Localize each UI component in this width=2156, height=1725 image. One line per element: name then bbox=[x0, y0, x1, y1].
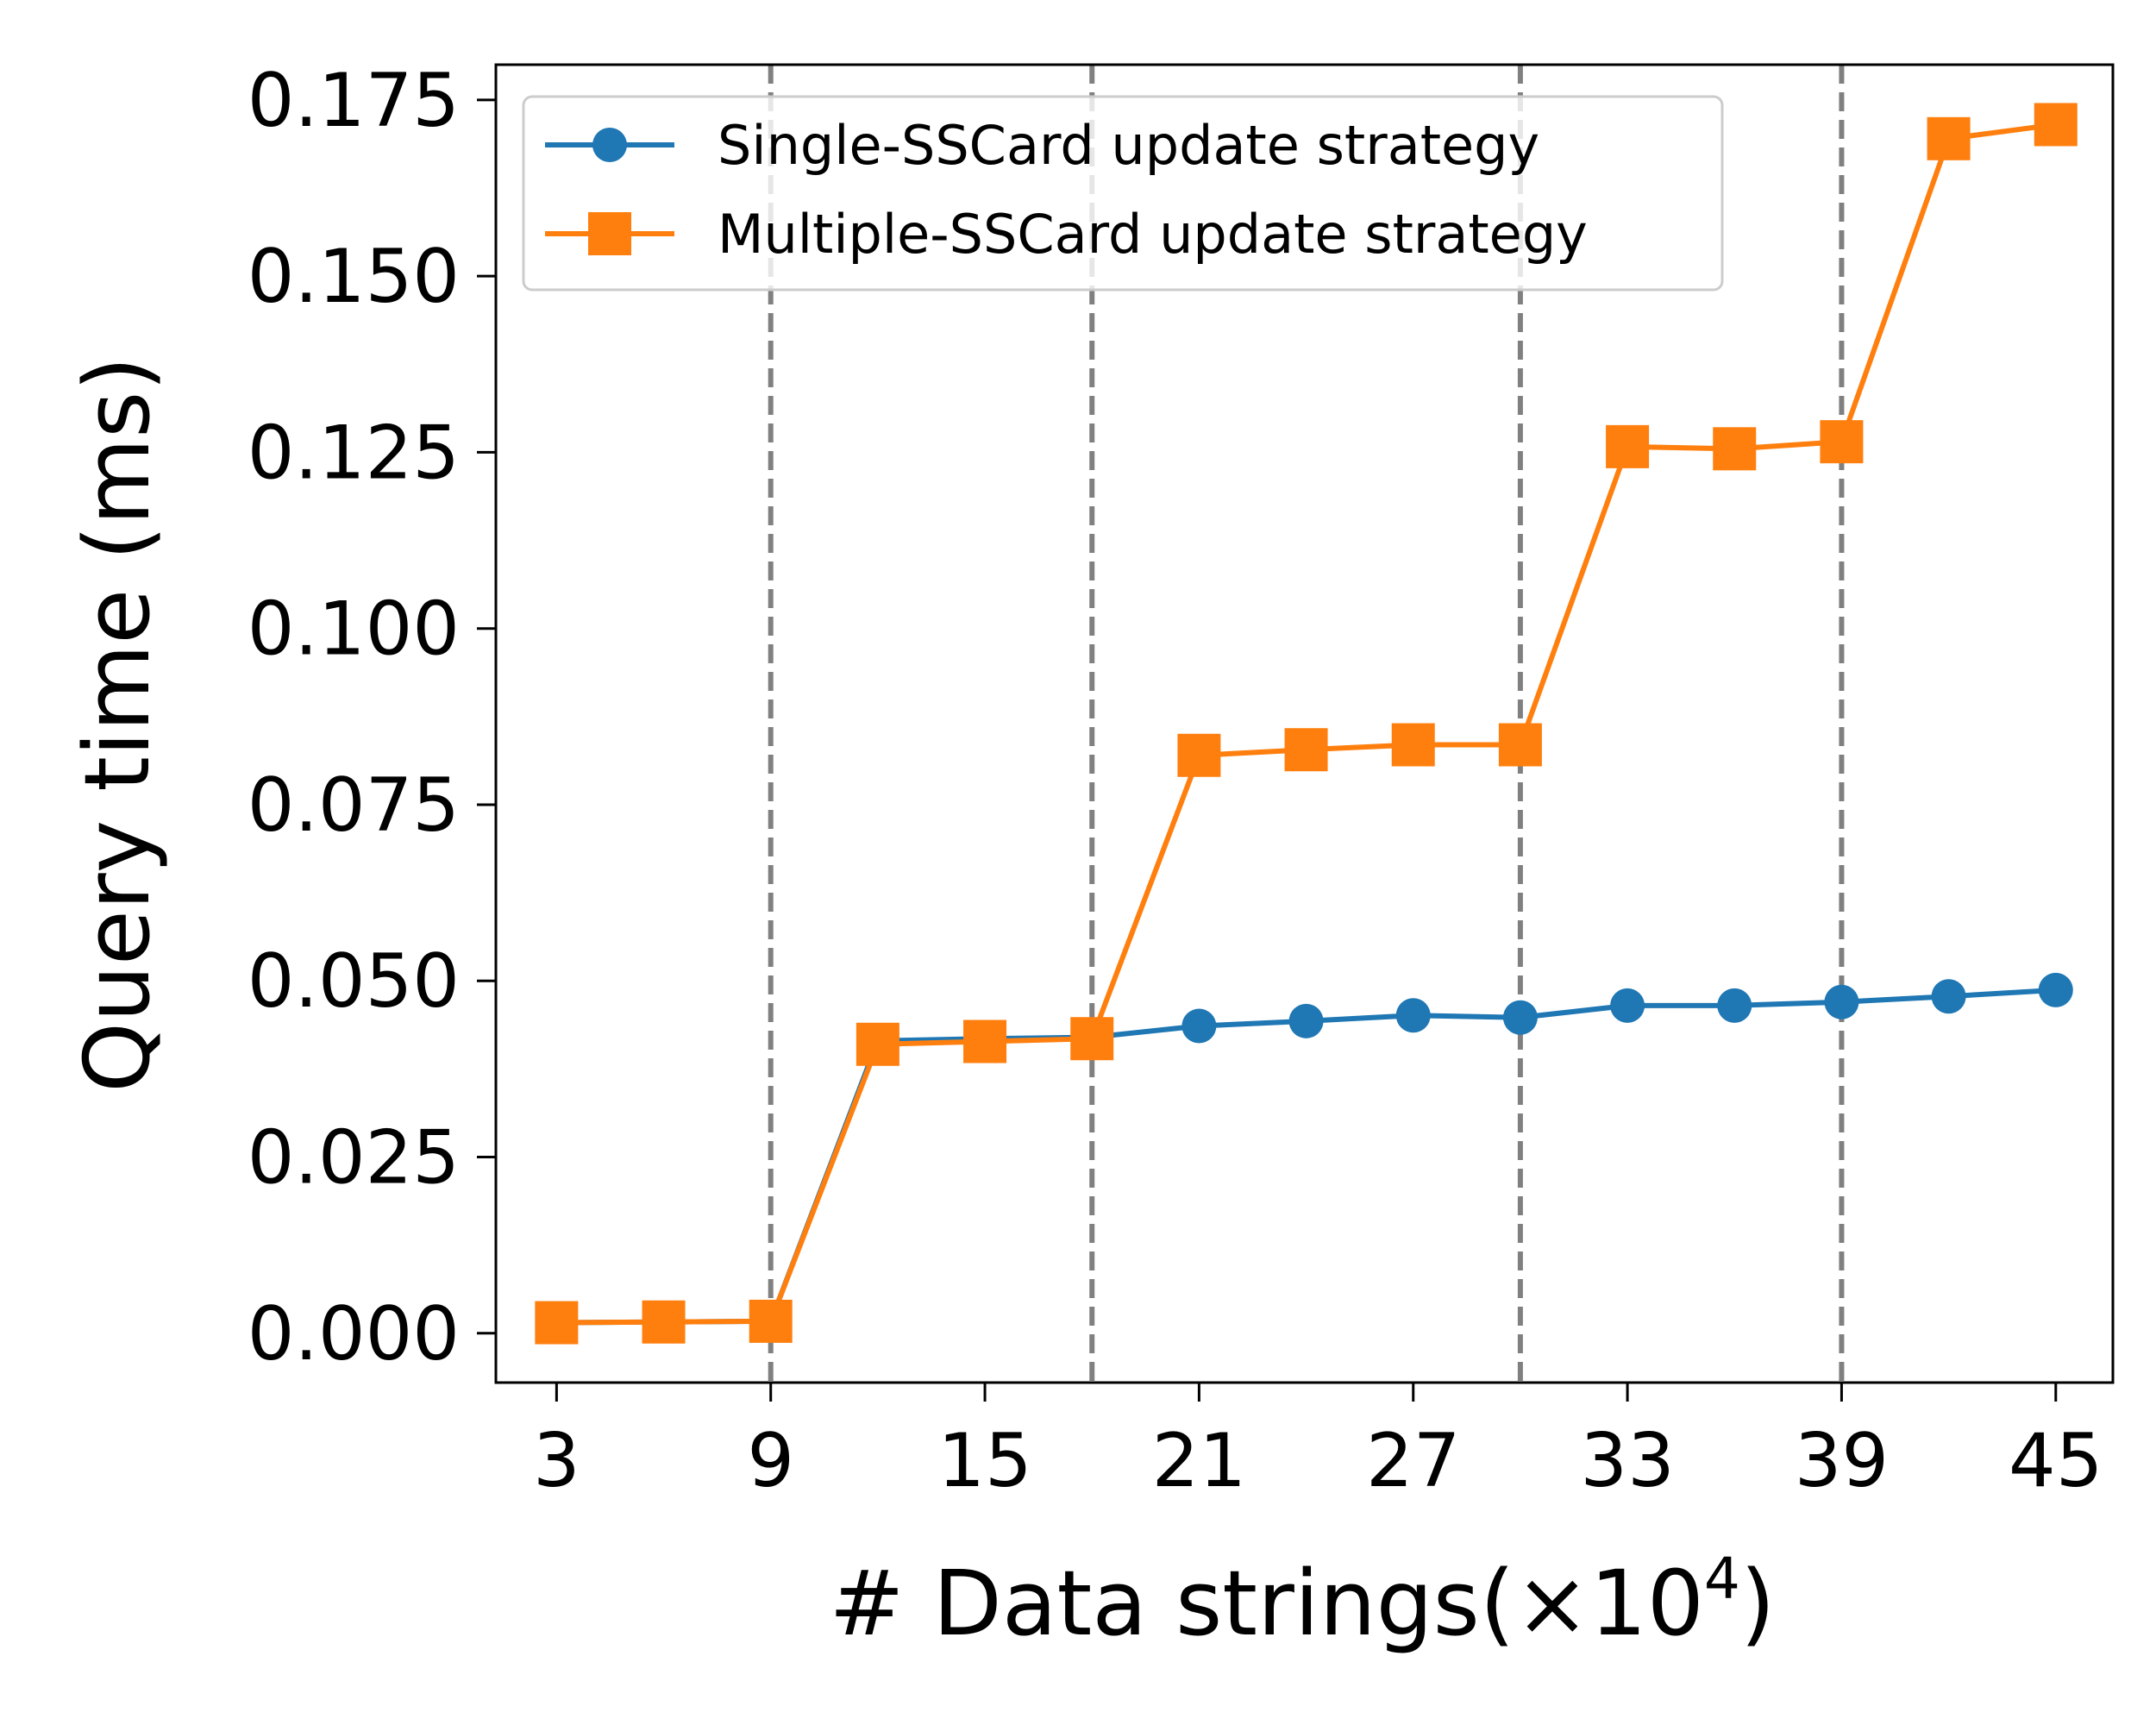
data-point bbox=[1713, 427, 1757, 471]
series-line bbox=[556, 987, 2056, 1326]
data-point bbox=[1610, 988, 1645, 1023]
y-axis-title: Query time (ms) bbox=[65, 356, 170, 1093]
y-tick-label: 0.150 bbox=[248, 234, 460, 320]
x-tick-label: 3 bbox=[533, 1418, 580, 1504]
series-line bbox=[556, 122, 2057, 1326]
legend-entry: Single-SSCard update strategy bbox=[545, 114, 1539, 177]
data-point bbox=[1502, 1000, 1538, 1035]
legend-marker bbox=[588, 212, 631, 255]
y-tick-label: 0.100 bbox=[248, 586, 460, 673]
data-point bbox=[535, 1301, 579, 1345]
x-tick-label: 21 bbox=[1152, 1418, 1246, 1504]
data-point bbox=[1391, 723, 1435, 767]
x-axis-title: # Data strings(×104) bbox=[830, 1546, 1776, 1656]
series-layer bbox=[535, 103, 2078, 1345]
data-point bbox=[1824, 984, 1859, 1019]
y-tick-label: 0.000 bbox=[248, 1291, 460, 1377]
data-point bbox=[1820, 420, 1864, 464]
x-tick-label: 9 bbox=[747, 1418, 794, 1504]
legend-marker bbox=[592, 128, 627, 162]
x-tick-label: 39 bbox=[1795, 1418, 1889, 1504]
y-tick-label: 0.175 bbox=[248, 58, 460, 144]
data-point bbox=[2034, 103, 2078, 147]
x-axis-title-exponent: 4 bbox=[1704, 1546, 1740, 1612]
data-point bbox=[642, 1300, 686, 1344]
y-axis: 0.000 0.025 0.050 0.075 0.100 0.125 0.150 0.175 bbox=[248, 58, 496, 1377]
legend-label: Multiple-SSCard update strategy bbox=[718, 203, 1588, 266]
plot-area-frame bbox=[494, 63, 2115, 1384]
data-point bbox=[1927, 116, 1971, 160]
series-2 bbox=[535, 103, 2078, 1345]
data-point bbox=[963, 1019, 1007, 1063]
data-point bbox=[1288, 1003, 1324, 1038]
x-axis-title-suffix: ) bbox=[1740, 1551, 1776, 1656]
data-point bbox=[1181, 1008, 1217, 1044]
data-point bbox=[1498, 723, 1542, 767]
data-point bbox=[749, 1299, 793, 1343]
data-point bbox=[1284, 728, 1328, 772]
data-point bbox=[1177, 733, 1221, 777]
legend-entry: Multiple-SSCard update strategy bbox=[545, 203, 1588, 266]
data-point bbox=[1070, 1017, 1114, 1061]
data-point bbox=[1717, 988, 1752, 1023]
y-tick-label: 0.050 bbox=[248, 938, 460, 1025]
data-point bbox=[856, 1022, 899, 1066]
x-tick-label: 27 bbox=[1366, 1418, 1460, 1504]
data-point bbox=[1606, 424, 1650, 468]
legend-label: Single-SSCard update strategy bbox=[718, 114, 1539, 177]
x-tick-label: 45 bbox=[2009, 1418, 2103, 1504]
legend-entries: Single-SSCard update strategy Multiple-SS… bbox=[545, 114, 1588, 266]
y-tick-label: 0.075 bbox=[248, 762, 460, 849]
x-tick-label: 15 bbox=[937, 1418, 1031, 1504]
legend-box bbox=[522, 95, 1724, 292]
x-tick-label: 33 bbox=[1580, 1418, 1674, 1504]
data-point bbox=[1395, 998, 1431, 1033]
y-tick-label: 0.025 bbox=[248, 1115, 460, 1201]
x-axis: 3 9 15 21 27 33 39 45 bbox=[533, 1383, 2103, 1504]
x-axis-title-main: # Data strings(×10 bbox=[830, 1551, 1704, 1656]
data-point bbox=[2038, 972, 2073, 1007]
y-tick-label: 0.125 bbox=[248, 410, 460, 496]
data-point bbox=[1931, 979, 1966, 1014]
legend: Single-SSCard update strategy Multiple-SS… bbox=[522, 95, 1724, 292]
